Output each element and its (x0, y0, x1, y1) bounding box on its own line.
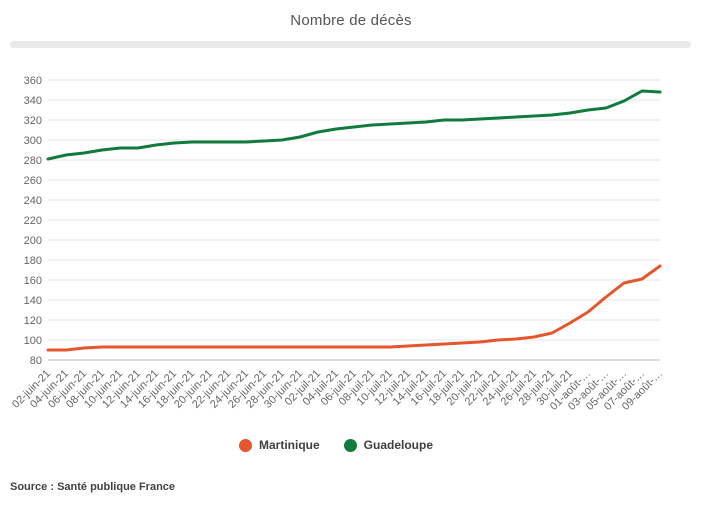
title-divider (10, 41, 691, 48)
y-axis-tick-label: 200 (24, 235, 42, 247)
y-axis-tick-label: 280 (24, 155, 42, 167)
y-axis-tick-label: 180 (24, 255, 42, 267)
chart-title: Nombre de décès (290, 12, 412, 29)
source-note: Source : Santé publique France (10, 481, 176, 493)
y-axis-tick-label: 320 (24, 115, 42, 127)
series-line-martinique[interactable] (46, 264, 662, 352)
legend-label: Martinique (258, 438, 320, 452)
y-axis-tick-label: 160 (24, 275, 42, 287)
legend-item-martinique[interactable]: Martinique (238, 438, 320, 452)
y-axis-tick-label: 220 (24, 215, 42, 227)
y-axis-tick-label: 120 (24, 315, 42, 327)
y-axis-tick-label: 360 (24, 75, 42, 87)
martinique-legend-dot-icon (238, 438, 252, 452)
legend-item-guadeloupe[interactable]: Guadeloupe (343, 438, 433, 452)
chart-legend: Martinique Guadeloupe (0, 436, 672, 454)
series-line-guadeloupe[interactable] (46, 89, 662, 161)
y-axis-tick-label: 240 (24, 195, 42, 207)
guadeloupe-legend-dot-icon (343, 438, 357, 452)
y-axis-tick-label: 340 (24, 95, 42, 107)
y-axis-tick-label: 260 (24, 175, 42, 187)
y-axis-tick-label: 100 (24, 335, 42, 347)
legend-label: Guadeloupe (363, 438, 433, 452)
y-axis-tick-label: 80 (30, 355, 42, 367)
y-axis-tick-label: 300 (24, 135, 42, 147)
y-axis-tick-label: 140 (24, 295, 42, 307)
